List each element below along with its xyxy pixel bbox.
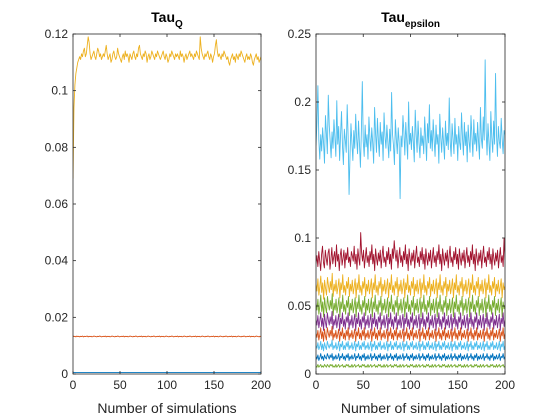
y-tick-label: 0.06 — [45, 197, 69, 211]
series-line-7 — [316, 353, 505, 361]
y-tick-label: 0.1 — [294, 231, 311, 245]
chart-title-subscript: Q — [175, 19, 183, 30]
chart-title-subscript: epsilon — [405, 19, 440, 30]
chart-panel-tau-epsilon: 0 50 100 150 200 0 0.05 0.1 0.15 0.2 0.25 Number of… — [288, 9, 516, 416]
x-axis-label: Number of simulations — [97, 400, 236, 416]
x-tick-label: 0 — [70, 378, 77, 392]
x-tick-label: 150 — [204, 378, 224, 392]
y-tick-label: 0.25 — [288, 27, 312, 41]
series-line-8 — [316, 364, 505, 368]
y-tick-label: 0 — [61, 367, 68, 381]
y-tick-label: 0.04 — [45, 254, 69, 268]
x-tick-label: 50 — [113, 378, 127, 392]
x-tick-label: 200 — [251, 378, 271, 392]
x-axis-label: Number of simulations — [341, 400, 480, 416]
y-tick-label: 0 — [304, 367, 311, 381]
series-line-3 — [316, 293, 505, 318]
series-line-5 — [316, 325, 505, 342]
series-line-1 — [316, 232, 505, 272]
y-tick-label: 0.08 — [45, 140, 69, 154]
y-tick-label: 0.12 — [45, 27, 69, 41]
series-line-0 — [73, 36, 261, 179]
series-line-2 — [316, 272, 505, 300]
y-tick-label: 0.15 — [288, 163, 312, 177]
series-line-4 — [316, 310, 505, 331]
series-line-1 — [73, 335, 261, 338]
series-group — [316, 59, 505, 368]
y-tick-label: 0.05 — [288, 299, 312, 313]
chart-title: Tauepsilon — [381, 9, 440, 30]
plot-area — [73, 34, 261, 374]
y-tick-label: 0.2 — [294, 95, 311, 109]
series-line-0 — [316, 59, 505, 200]
x-tick-label: 100 — [157, 378, 177, 392]
x-tick-label: 0 — [313, 378, 320, 392]
series-line-6 — [316, 339, 505, 352]
x-tick-label: 200 — [495, 378, 515, 392]
y-tick-label: 0.02 — [45, 310, 69, 324]
x-tick-label: 100 — [400, 378, 420, 392]
chart-title: TauQ — [151, 9, 183, 30]
y-tick-label: 0.1 — [51, 84, 68, 98]
x-tick-label: 50 — [357, 378, 371, 392]
x-tick-label: 150 — [448, 378, 468, 392]
chart-panel-tau-q: 0 50 100 150 200 0 0.02 0.04 0.06 0.08 0.1 0.12 Numb… — [45, 9, 272, 416]
